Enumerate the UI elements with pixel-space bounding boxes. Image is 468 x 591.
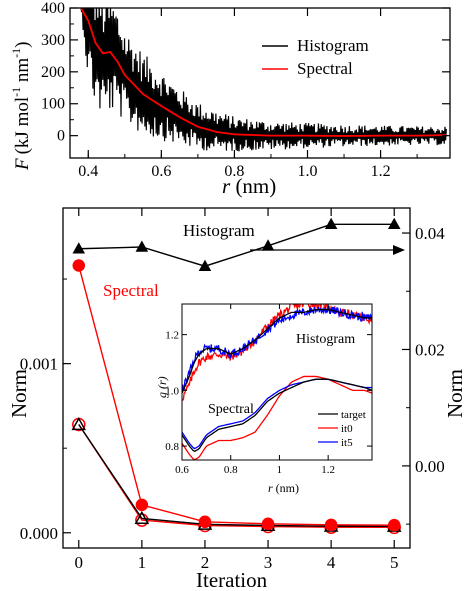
norm-left-axis-label: Norm bbox=[7, 369, 31, 418]
inset-x-tick-label: 0.6 bbox=[175, 464, 189, 476]
norm-x-tick-label: 5 bbox=[390, 553, 399, 572]
inset-annotation-spectral: Spectral bbox=[208, 402, 254, 417]
inset-series bbox=[182, 304, 372, 460]
force-y-tick-label: 200 bbox=[41, 64, 65, 81]
inset-legend-label-it0: it0 bbox=[341, 423, 353, 435]
inset-y-tick-label: 1.0 bbox=[165, 385, 179, 397]
legend-label-spectral: Spectral bbox=[297, 59, 353, 78]
norm-point-open-circle bbox=[135, 513, 149, 527]
force-y-tick-label: 100 bbox=[41, 96, 65, 113]
force-x-tick-label: 0.6 bbox=[151, 163, 171, 180]
norm-point-triangle bbox=[387, 217, 401, 230]
norm-x-tick-label: 1 bbox=[138, 553, 147, 572]
norm-left-y-tick-label: 0.000 bbox=[20, 524, 58, 543]
inset-x-axis-label: r (nm) bbox=[268, 481, 299, 495]
histogram-force-line bbox=[80, 8, 447, 152]
inset-spectral-target-line bbox=[182, 378, 372, 453]
norm-point-open-triangle bbox=[71, 416, 87, 431]
norm-right-y-tick-label: 0.00 bbox=[415, 457, 445, 476]
norm-right-axis-label: Norm bbox=[443, 369, 467, 418]
inset-ticks: 0.6 0.8 1 1.2 0.8 1.0 1.2 bbox=[165, 304, 372, 476]
norm-x-tick-label: 2 bbox=[201, 553, 210, 572]
inset-y-axis-label: g (r) bbox=[155, 376, 169, 398]
norm-plot-frame bbox=[62, 207, 411, 549]
force-y-axis-label: F(kJ mol-1 nm-1) bbox=[9, 42, 33, 172]
force-legend: Histogram Spectral bbox=[262, 36, 369, 78]
norm-point-triangle bbox=[324, 217, 338, 230]
norm-point-triangle bbox=[198, 259, 212, 271]
norm-x-tick-label: 4 bbox=[327, 553, 336, 572]
force-x-tick-label: 0.4 bbox=[78, 163, 98, 180]
right-axis-arrow bbox=[250, 245, 405, 255]
force-y-tick-label: 400 bbox=[41, 0, 65, 17]
force-x-tick-label: 0.8 bbox=[224, 163, 244, 180]
norm-series bbox=[71, 217, 402, 535]
norm-point-circle bbox=[198, 515, 212, 529]
force-y-tick-label: 300 bbox=[41, 32, 65, 49]
force-series bbox=[80, 8, 447, 152]
legend-label-histogram: Histogram bbox=[297, 36, 369, 55]
norm-series-line bbox=[78, 223, 395, 267]
norm-right-y-tick-label: 0.04 bbox=[415, 224, 445, 243]
norm-ticks: 0 1 2 3 4 5 0.000 0.001 0.00 0.02 0.04 bbox=[20, 208, 445, 572]
inset-x-tick-label: 0.8 bbox=[224, 464, 238, 476]
norm-right-y-tick-label: 0.02 bbox=[415, 340, 445, 359]
inset-frame bbox=[181, 303, 373, 461]
inset-annotation-histogram: Histogram bbox=[296, 332, 355, 347]
arrow-head bbox=[393, 245, 405, 255]
norm-point-circle bbox=[387, 518, 401, 532]
inset-histogram-target-line bbox=[182, 308, 372, 394]
force-plot-frame bbox=[69, 7, 451, 159]
norm-x-tick-label: 0 bbox=[75, 553, 84, 572]
inset-x-tick-label: 1.2 bbox=[321, 464, 335, 476]
norm-point-triangle bbox=[135, 240, 149, 252]
inset-y-tick-label: 1.2 bbox=[165, 330, 179, 342]
inset-legend-label-target: target bbox=[341, 409, 366, 421]
force-y-tick-label: 0 bbox=[57, 128, 65, 145]
inset-y-tick-label: 0.8 bbox=[165, 441, 179, 453]
norm-annotation-histogram: Histogram bbox=[183, 221, 255, 240]
inset-legend: target it0 it5 bbox=[318, 409, 366, 449]
norm-series-line bbox=[78, 265, 395, 526]
norm-point-open-triangle bbox=[134, 510, 150, 524]
force-x-axis-label: r (nm) bbox=[222, 174, 276, 198]
norm-panel: 0 1 2 3 4 5 0.000 0.001 0.00 0.02 0.04 Histogram S… bbox=[7, 207, 467, 591]
norm-point-circle bbox=[261, 517, 275, 531]
inset-spectral-it0-line bbox=[182, 375, 372, 460]
norm-point-circle bbox=[324, 518, 338, 532]
force-x-tick-label: 1.0 bbox=[298, 163, 318, 180]
norm-annotation-spectral: Spectral bbox=[103, 281, 159, 300]
rdf-inset: 0.6 0.8 1 1.2 0.8 1.0 1.2 Histogram Spectral t… bbox=[155, 303, 373, 495]
norm-x-axis-label: Iteration bbox=[196, 568, 268, 591]
norm-point-circle bbox=[72, 259, 86, 272]
norm-point-triangle bbox=[72, 242, 86, 254]
force-x-tick-label: 1.2 bbox=[371, 163, 391, 180]
norm-point-circle bbox=[135, 498, 149, 512]
force-panel: 0.4 0.6 0.8 1.0 1.2 0 100 200 300 400 Histogram S… bbox=[9, 0, 451, 198]
norm-series-line bbox=[78, 424, 395, 529]
spectral-force-line bbox=[80, 8, 447, 137]
inset-x-tick-label: 1 bbox=[277, 464, 283, 476]
norm-x-tick-label: 3 bbox=[264, 553, 273, 572]
norm-series-line bbox=[78, 424, 395, 528]
force-ticks: 0.4 0.6 0.8 1.0 1.2 0 100 200 300 400 bbox=[41, 0, 450, 180]
inset-legend-label-it5: it5 bbox=[341, 437, 353, 449]
norm-left-y-tick-label: 0.001 bbox=[20, 355, 58, 374]
